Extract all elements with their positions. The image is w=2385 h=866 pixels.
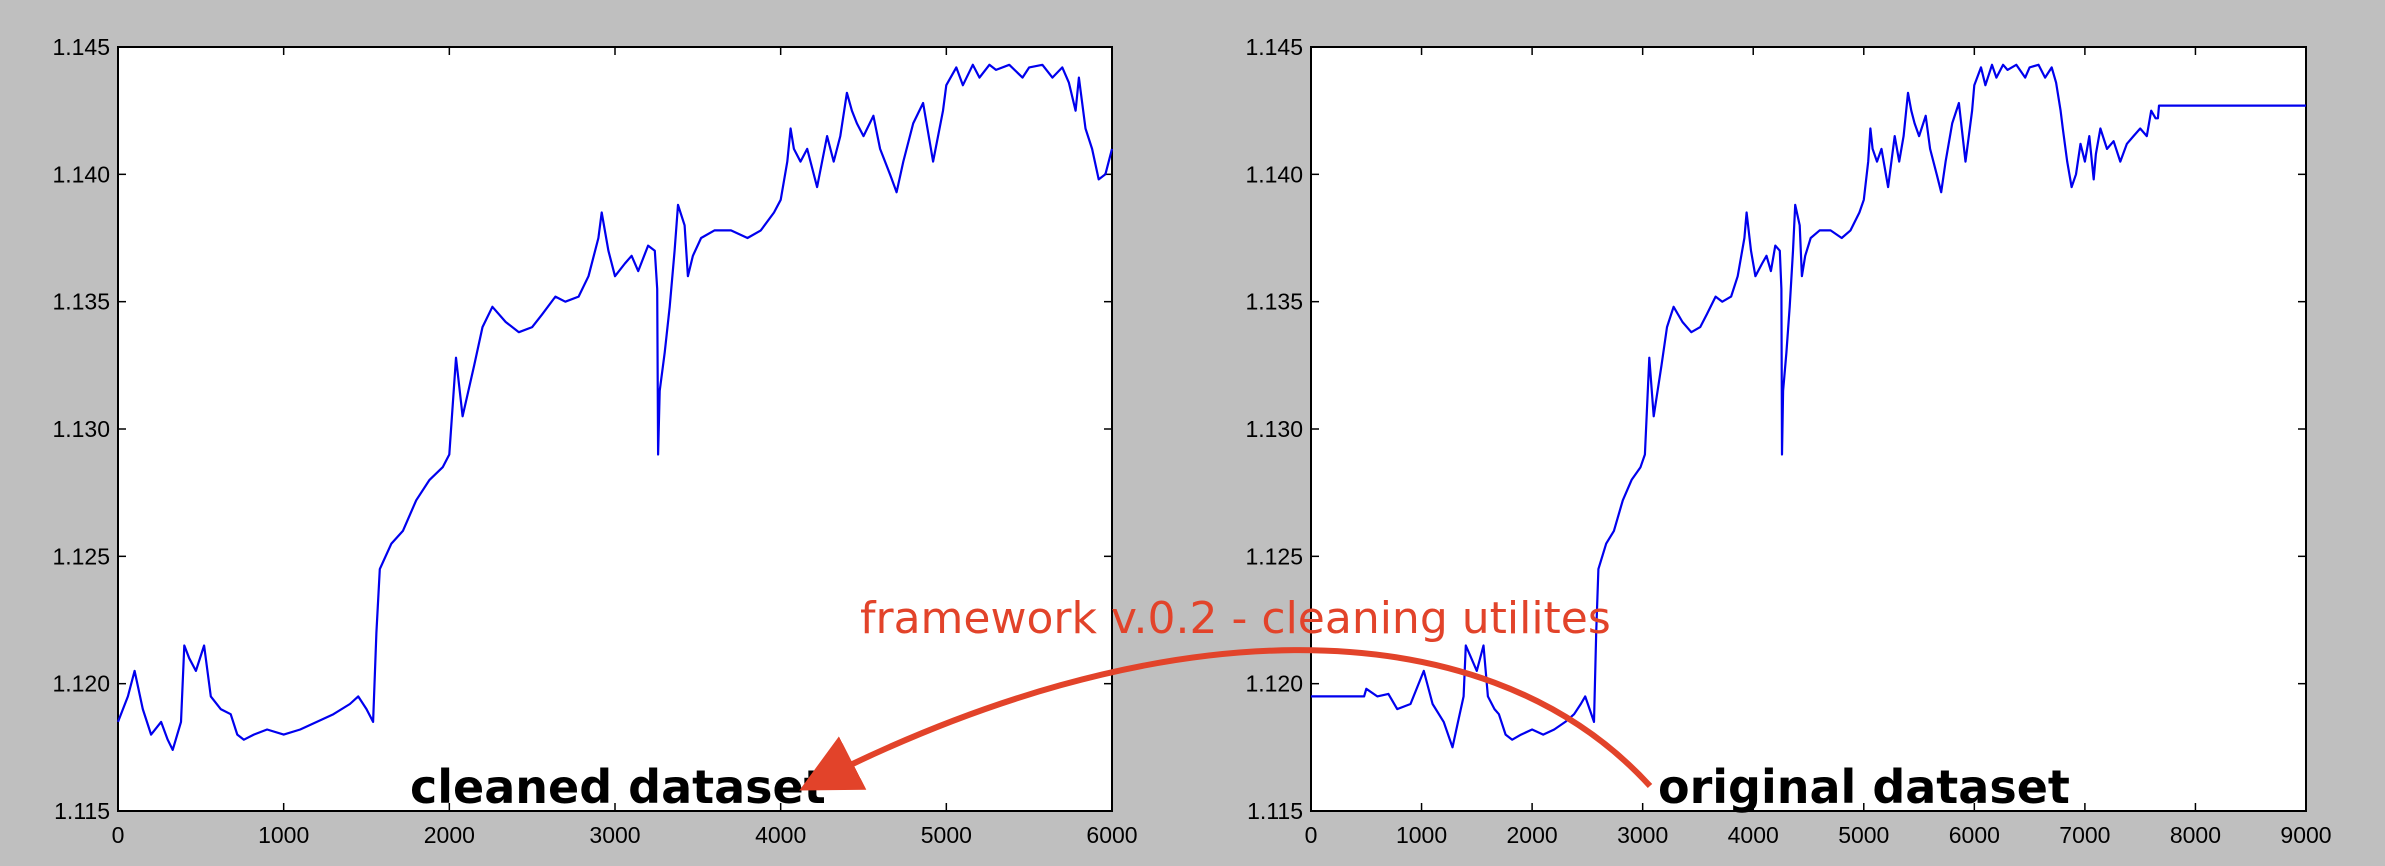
- y-tick-label: 1.130: [1245, 416, 1303, 442]
- x-tick-label: 4000: [1728, 822, 1779, 848]
- x-tick-label: 1000: [1396, 822, 1447, 848]
- plot-area: [117, 46, 1113, 812]
- x-tick-label: 3000: [589, 822, 640, 848]
- x-tick-label: 6000: [1949, 822, 2000, 848]
- y-tick-label: 1.115: [1247, 798, 1303, 824]
- x-tick-label: 2000: [424, 822, 475, 848]
- y-tick-label: 1.125: [52, 543, 110, 569]
- y-tick-label: 1.145: [1245, 34, 1303, 60]
- y-tick-label: 1.115: [54, 798, 110, 824]
- y-tick-label: 1.130: [52, 416, 110, 442]
- framework-label: framework v.0.2 - cleaning utilites: [860, 593, 1611, 644]
- x-tick-label: 7000: [2059, 822, 2110, 848]
- x-tick-label: 8000: [2170, 822, 2221, 848]
- x-tick-label: 0: [112, 822, 125, 848]
- y-tick-label: 1.145: [52, 34, 110, 60]
- x-tick-label: 3000: [1617, 822, 1668, 848]
- series-line: [116, 63, 1114, 751]
- x-tick-label: 5000: [921, 822, 972, 848]
- y-tick-label: 1.135: [1245, 289, 1303, 315]
- y-tick-label: 1.120: [1245, 671, 1303, 697]
- annotation-arrow: [799, 647, 1653, 791]
- y-tick-label: 1.135: [52, 289, 110, 315]
- x-tick-label: 4000: [755, 822, 806, 848]
- chart-cleaned: 0 1000 2000 3000 4000 5000 6000 1.115 1.120 1.125…: [52, 34, 1137, 848]
- chart-original: 0 1000 2000 3000 4000 5000 6000 7000 8000 9000 1.1…: [1245, 34, 2331, 848]
- y-tick-label: 1.120: [52, 671, 110, 697]
- y-tick-label: 1.125: [1245, 543, 1303, 569]
- x-tick-label: 1000: [258, 822, 309, 848]
- y-tick-label: 1.140: [1245, 161, 1303, 187]
- original-dataset-label: original dataset: [1658, 760, 2070, 814]
- x-tick-label: 6000: [1086, 822, 1137, 848]
- x-tick-label: 2000: [1507, 822, 1558, 848]
- y-tick-label: 1.140: [52, 161, 110, 187]
- x-tick-label: 0: [1305, 822, 1318, 848]
- plot-area: [1310, 46, 2307, 812]
- cleaned-dataset-label: cleaned dataset: [410, 760, 826, 814]
- x-tick-label: 9000: [2280, 822, 2331, 848]
- series-line: [1311, 63, 2306, 749]
- x-tick-label: 5000: [1838, 822, 1889, 848]
